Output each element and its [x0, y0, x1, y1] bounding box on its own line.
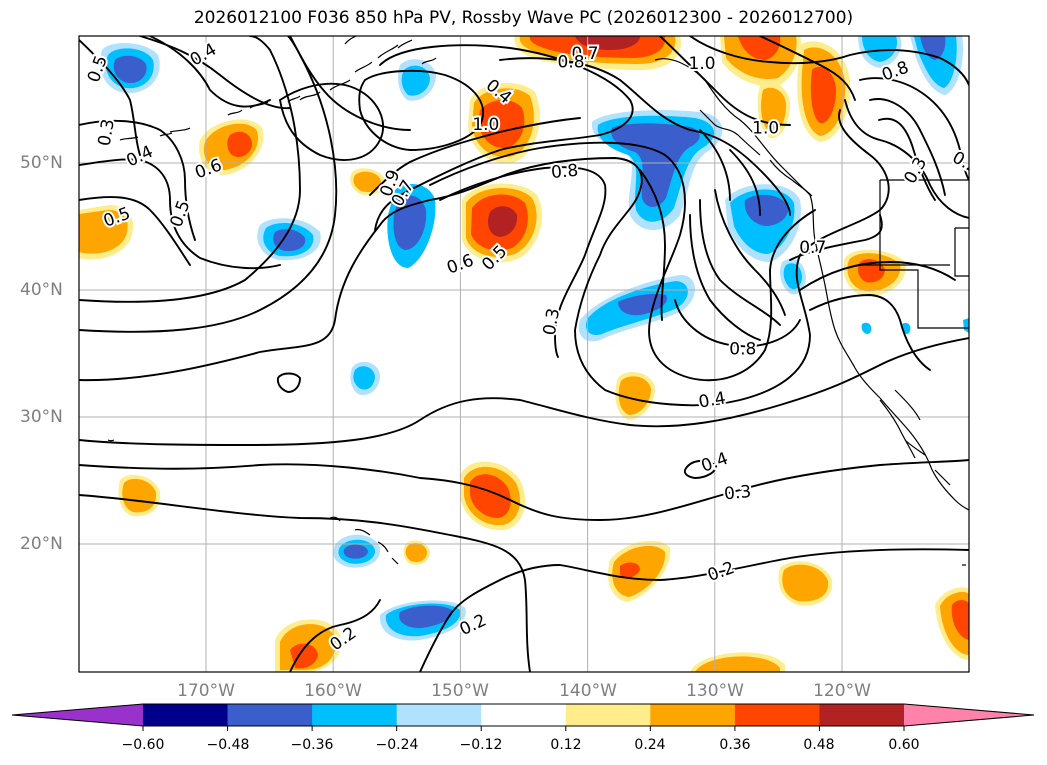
lon-label-140w: 140°W — [559, 681, 617, 701]
colorbar-segment — [396, 704, 482, 726]
lat-label-20n: 20°N — [20, 534, 63, 554]
colorbar-tick-label: −0.36 — [290, 737, 334, 753]
lon-label-150w: 150°W — [431, 681, 489, 701]
coastlines — [107, 36, 969, 566]
colorbar — [11, 703, 1035, 731]
graticule — [79, 36, 969, 672]
contour-label: 0.8 — [558, 53, 585, 73]
positive-anomaly-south — [275, 561, 969, 672]
colorbar-extend-low — [12, 704, 143, 726]
colorbar-tick-label: −0.12 — [459, 737, 503, 753]
positive-anomaly-northwest — [79, 119, 385, 260]
colorbar-segment — [650, 704, 736, 726]
negative-anomaly-hawaii — [333, 361, 466, 641]
positive-anomaly-subtropical — [118, 372, 671, 602]
colorbar-segment — [227, 704, 313, 726]
lat-label-30n: 30°N — [20, 407, 63, 427]
colorbar-tick-label: 0.36 — [719, 737, 751, 753]
colorbar-segment — [312, 704, 398, 726]
contour-label: 1.0 — [472, 115, 499, 135]
colorbar-tick-label: −0.60 — [121, 737, 165, 753]
colorbar-segment — [143, 704, 229, 726]
positive-anomaly-north-strip — [514, 36, 681, 70]
lat-label-40n: 40°N — [20, 280, 63, 300]
negative-anomaly-central — [387, 59, 436, 268]
colorbar-tick-label: −0.24 — [375, 737, 419, 753]
lon-label-120w: 120°W — [813, 681, 871, 701]
lon-label-130w: 130°W — [686, 681, 744, 701]
plot-title: 2026012100 F036 850 hPa PV, Rossby Wave … — [193, 8, 854, 28]
colorbar-tick-label: 0.60 — [888, 737, 920, 753]
lon-label-170w: 170°W — [177, 681, 235, 701]
negative-anomaly-north — [858, 36, 969, 334]
colorbar-segment — [819, 704, 905, 726]
contour-label: 0.8 — [729, 340, 756, 360]
pv-contours — [79, 36, 969, 672]
map-frame — [78, 35, 970, 673]
colorbar-tick-label: 0.12 — [550, 737, 582, 753]
colorbar-segment — [565, 704, 651, 726]
contour-label: 0.3 — [723, 482, 752, 504]
colorbar-tick-label: −0.48 — [206, 737, 250, 753]
negative-anomaly-coast — [725, 184, 806, 295]
colorbar-segment — [734, 704, 820, 726]
contour-label: 1.0 — [752, 119, 779, 139]
contour-label: 0.8 — [550, 161, 579, 183]
colorbar-tick-label: 0.24 — [634, 737, 666, 753]
lat-label-50n: 50°N — [20, 153, 63, 173]
positive-anomaly-central-north — [468, 82, 540, 164]
colorbar-segment — [481, 704, 567, 726]
contour-label: 1.0 — [689, 54, 716, 74]
colorbar-tick-label: 0.48 — [803, 737, 835, 753]
lon-label-160w: 160°W — [304, 681, 362, 701]
positive-anomaly-central — [462, 183, 542, 263]
contour-label: 0.7 — [572, 44, 599, 64]
negative-anomaly-ne-pacific — [100, 43, 160, 94]
contour-label: 0.7 — [799, 238, 826, 258]
colorbar-extend-high — [904, 704, 1034, 726]
